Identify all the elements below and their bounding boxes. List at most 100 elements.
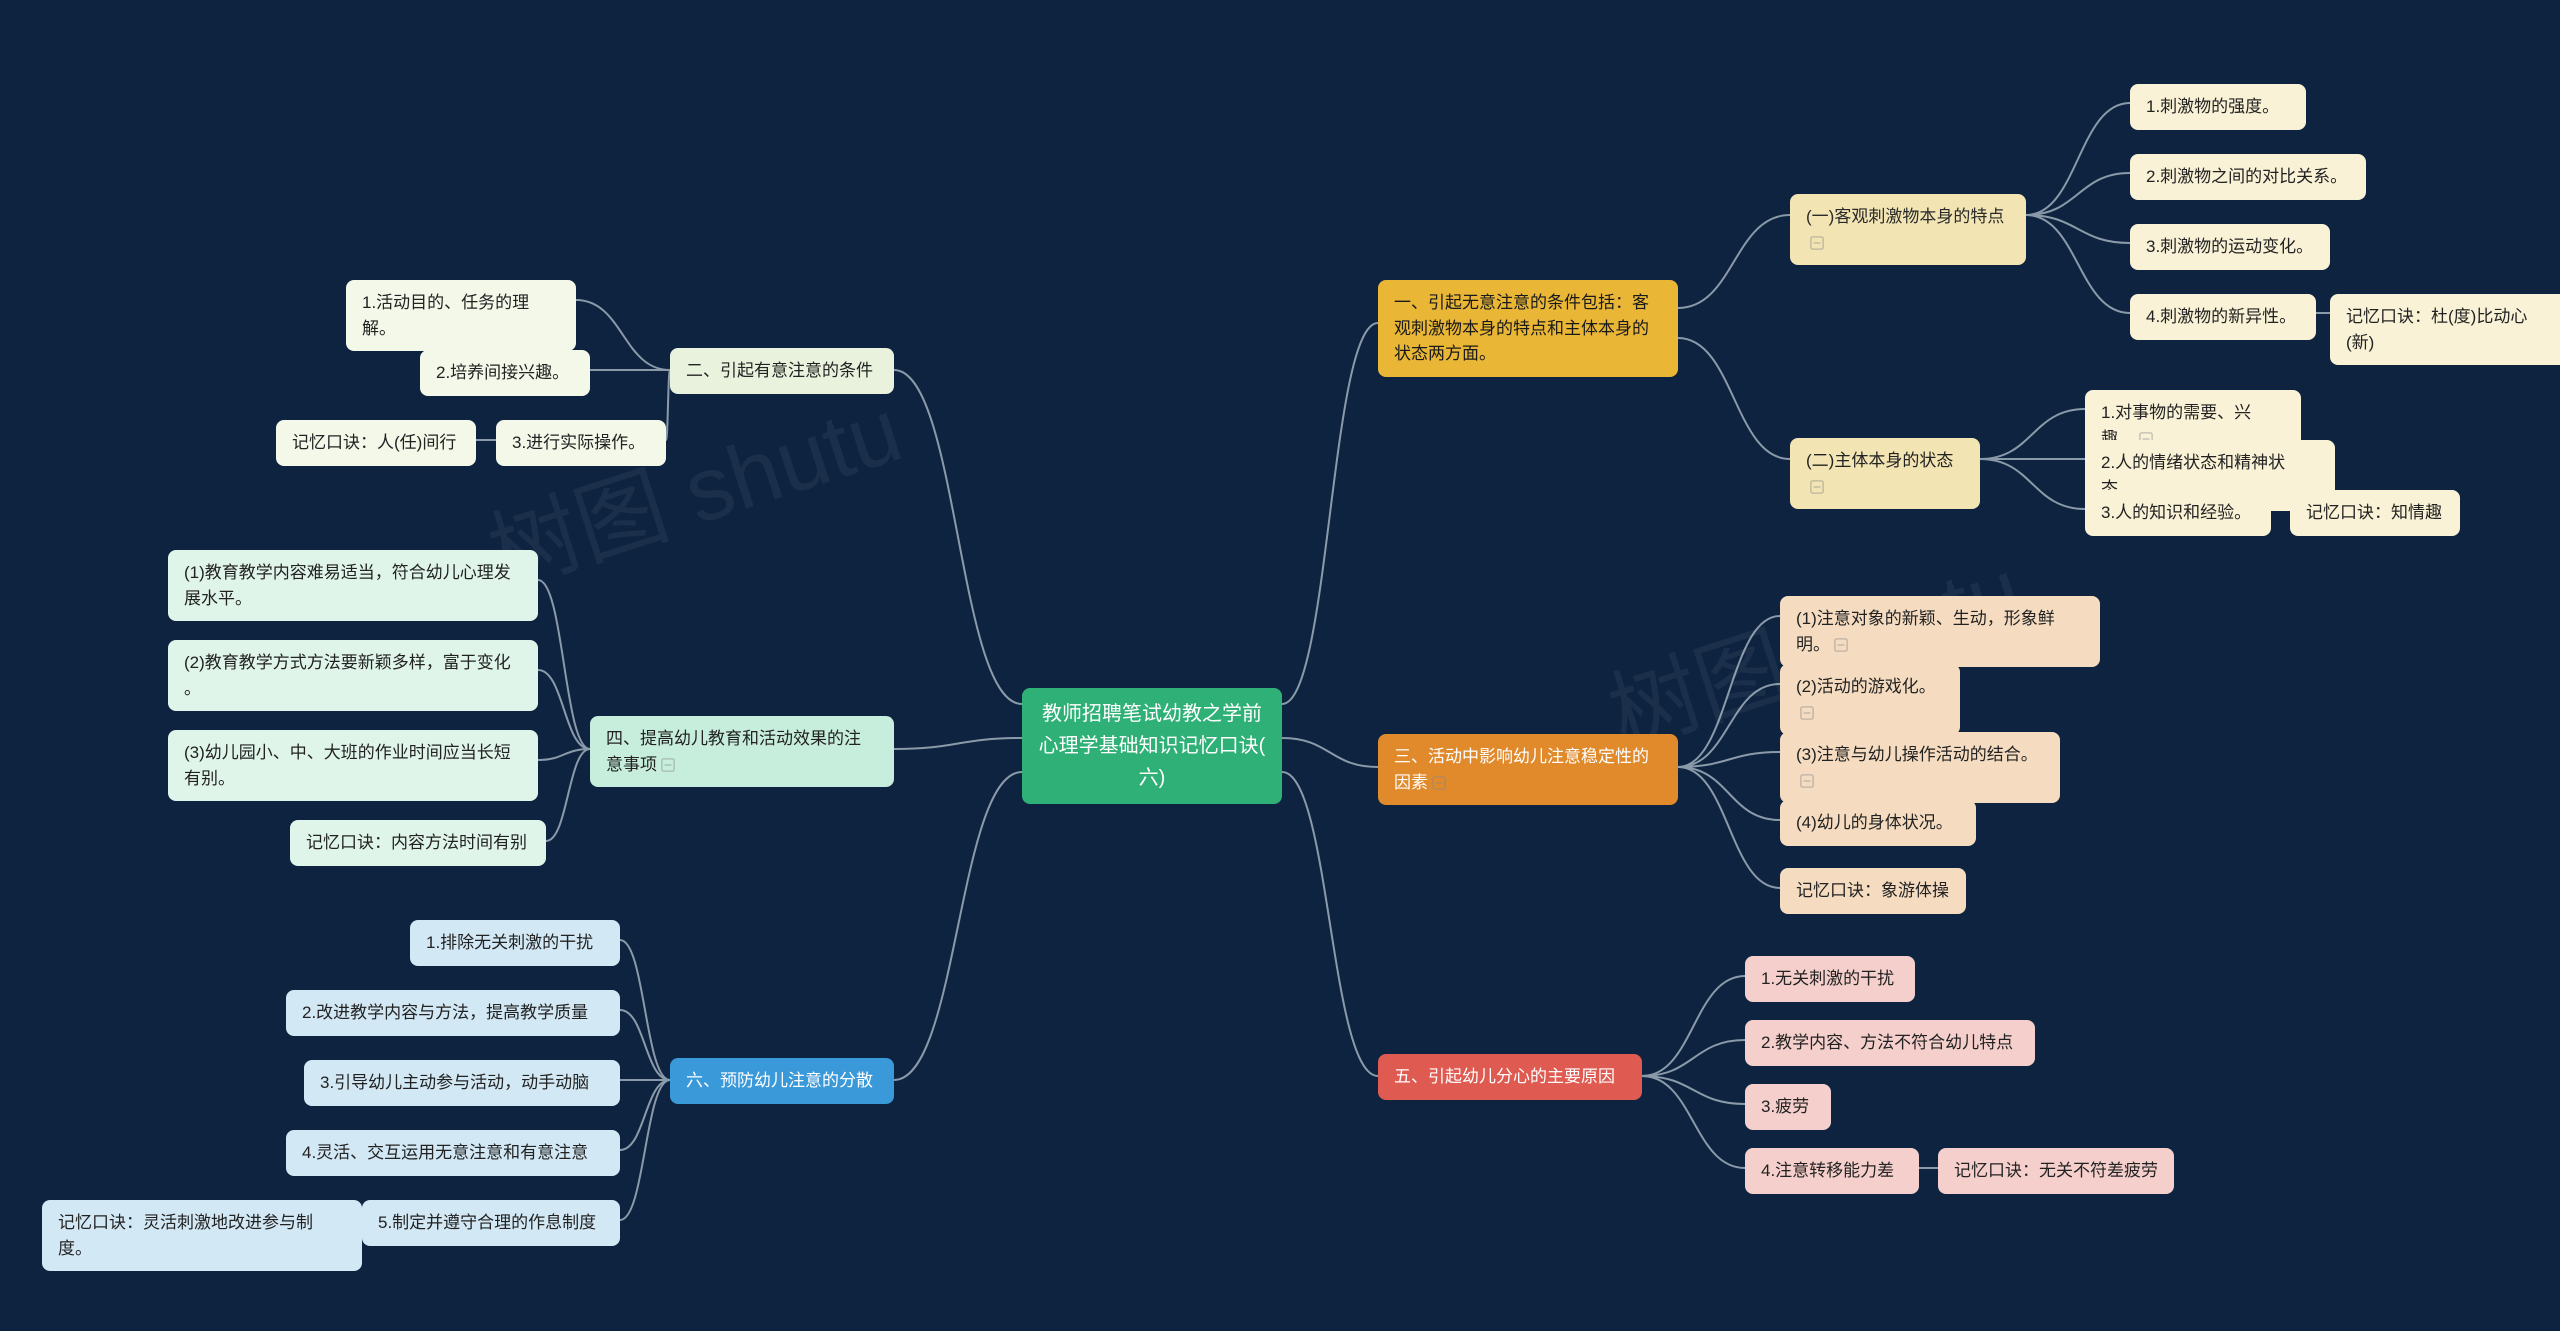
connector	[1642, 1040, 1745, 1076]
node-label: 记忆口诀：灵活刺激地改进参与制度。	[58, 1213, 313, 1258]
mindmap-node-b1a4[interactable]: 4.刺激物的新异性。	[2130, 294, 2316, 340]
expand-icon	[1830, 635, 1848, 654]
node-label: 二、引起有意注意的条件	[686, 361, 873, 380]
node-label: 记忆口诀：知情趣	[2306, 503, 2442, 522]
node-label: (3)幼儿园小、中、大班的作业时间应当长短 有别。	[184, 743, 511, 788]
node-label: 一、引起无意注意的条件包括：客 观刺激物本身的特点和主体本身的 状态两方面。	[1394, 293, 1649, 363]
node-label: 3.进行实际操作。	[512, 433, 645, 452]
connector	[2026, 103, 2130, 215]
node-label: (2)教育教学方式方法要新颖多样，富于变化 。	[184, 653, 511, 698]
mindmap-node-b6c[interactable]: 3.引导幼儿主动参与活动，动手动脑	[304, 1060, 620, 1106]
node-label: 六、预防幼儿注意的分散	[686, 1071, 873, 1090]
mindmap-node-b5d[interactable]: 4.注意转移能力差	[1745, 1148, 1919, 1194]
mindmap-node-b3e[interactable]: 记忆口诀：象游体操	[1780, 868, 1966, 914]
mindmap-node-b5c[interactable]: 3.疲劳	[1745, 1084, 1831, 1130]
mindmap-node-b2[interactable]: 二、引起有意注意的条件	[670, 348, 894, 394]
mindmap-node-b1b[interactable]: (二)主体本身的状态	[1790, 438, 1980, 509]
connector	[576, 300, 670, 370]
mindmap-node-b3[interactable]: 三、活动中影响幼儿注意稳定性的 因素	[1378, 734, 1678, 805]
node-label: 记忆口诀：内容方法时间有别	[306, 833, 527, 852]
mindmap-node-b6b[interactable]: 2.改进教学内容与方法，提高教学质量	[286, 990, 620, 1036]
connector	[1642, 1076, 1745, 1168]
mindmap-node-b4[interactable]: 四、提高幼儿教育和活动效果的注 意事项	[590, 716, 894, 787]
mindmap-node-b4b[interactable]: (2)教育教学方式方法要新颖多样，富于变化 。	[168, 640, 538, 711]
connector	[620, 1080, 670, 1150]
node-label: 4.刺激物的新异性。	[2146, 307, 2296, 326]
mindmap-node-b2b[interactable]: 2.培养间接兴趣。	[420, 350, 590, 396]
mindmap-node-b1a3[interactable]: 3.刺激物的运动变化。	[2130, 224, 2330, 270]
node-label: 4.注意转移能力差	[1761, 1161, 1894, 1180]
mindmap-node-b2c[interactable]: 3.进行实际操作。	[496, 420, 666, 466]
connector	[620, 1080, 670, 1220]
mindmap-node-b5[interactable]: 五、引起幼儿分心的主要原因	[1378, 1054, 1642, 1100]
connector	[1642, 976, 1745, 1076]
connector	[1282, 772, 1378, 1076]
node-label: 记忆口诀：杜(度)比动心(新)	[2346, 307, 2527, 352]
mindmap-node-b4d[interactable]: 记忆口诀：内容方法时间有别	[290, 820, 546, 866]
mindmap-node-b5b[interactable]: 2.教学内容、方法不符合幼儿特点	[1745, 1020, 2035, 1066]
node-label: 2.改进教学内容与方法，提高教学质量	[302, 1003, 588, 1022]
node-label: 3.人的知识和经验。	[2101, 503, 2251, 522]
node-label: (二)主体本身的状态	[1806, 451, 1953, 470]
connector	[538, 749, 590, 760]
mindmap-node-b6e[interactable]: 5.制定并遵守合理的作息制度	[362, 1200, 620, 1246]
mindmap-node-b1a4m[interactable]: 记忆口诀：杜(度)比动心(新)	[2330, 294, 2560, 365]
connector	[1678, 767, 1780, 820]
mindmap-node-b1a1[interactable]: 1.刺激物的强度。	[2130, 84, 2306, 130]
connector	[1980, 459, 2085, 509]
connector	[1642, 1076, 1745, 1104]
mindmap-node-b3a[interactable]: (1)注意对象的新颖、生动，形象鲜明。	[1780, 596, 2100, 667]
node-label: (2)活动的游戏化。	[1796, 677, 1936, 696]
expand-icon	[1806, 233, 1824, 252]
node-label: 2.刺激物之间的对比关系。	[2146, 167, 2347, 186]
connector	[894, 370, 1022, 704]
mindmap-node-b4c[interactable]: (3)幼儿园小、中、大班的作业时间应当长短 有别。	[168, 730, 538, 801]
mindmap-node-b1a2[interactable]: 2.刺激物之间的对比关系。	[2130, 154, 2366, 200]
node-label: 3.引导幼儿主动参与活动，动手动脑	[320, 1073, 589, 1092]
node-label: 3.疲劳	[1761, 1097, 1809, 1116]
mindmap-node-root[interactable]: 教师招聘笔试幼教之学前 心理学基础知识记忆口诀( 六)	[1022, 688, 1282, 804]
mindmap-node-b6[interactable]: 六、预防幼儿注意的分散	[670, 1058, 894, 1104]
node-label: 1.排除无关刺激的干扰	[426, 933, 593, 952]
node-label: 教师招聘笔试幼教之学前 心理学基础知识记忆口诀( 六)	[1039, 703, 1266, 789]
mindmap-node-b3b[interactable]: (2)活动的游戏化。	[1780, 664, 1960, 735]
mindmap-node-b4a[interactable]: (1)教育教学内容难易适当，符合幼儿心理发 展水平。	[168, 550, 538, 621]
node-label: 2.培养间接兴趣。	[436, 363, 569, 382]
connector	[894, 738, 1022, 749]
connector	[2026, 215, 2130, 313]
connector	[1282, 323, 1378, 704]
node-label: 记忆口诀：无关不符差疲劳	[1954, 1161, 2158, 1180]
connector	[2026, 173, 2130, 215]
mindmap-node-b6em[interactable]: 记忆口诀：灵活刺激地改进参与制度。	[42, 1200, 362, 1271]
expand-icon	[1796, 771, 1814, 790]
node-label: 1.无关刺激的干扰	[1761, 969, 1894, 988]
connector	[1678, 752, 1780, 767]
mindmap-node-b2a[interactable]: 1.活动目的、任务的理解。	[346, 280, 576, 351]
node-label: 2.教学内容、方法不符合幼儿特点	[1761, 1033, 2013, 1052]
mindmap-node-b5dm[interactable]: 记忆口诀：无关不符差疲劳	[1938, 1148, 2174, 1194]
node-label: (3)注意与幼儿操作活动的结合。	[1796, 745, 2038, 764]
node-label: 记忆口诀：象游体操	[1796, 881, 1949, 900]
connector	[1678, 767, 1780, 888]
mindmap-node-b3c[interactable]: (3)注意与幼儿操作活动的结合。	[1780, 732, 2060, 803]
node-label: (一)客观刺激物本身的特点	[1806, 207, 2004, 226]
mindmap-node-b1a[interactable]: (一)客观刺激物本身的特点	[1790, 194, 2026, 265]
mindmap-node-b2cm[interactable]: 记忆口诀：人(任)间行	[276, 420, 476, 466]
connector	[1980, 409, 2085, 459]
node-label: (1)教育教学内容难易适当，符合幼儿心理发 展水平。	[184, 563, 511, 608]
mindmap-node-b5a[interactable]: 1.无关刺激的干扰	[1745, 956, 1915, 1002]
node-label: 四、提高幼儿教育和活动效果的注 意事项	[606, 729, 861, 774]
connector	[1678, 215, 1790, 308]
mindmap-node-b1[interactable]: 一、引起无意注意的条件包括：客 观刺激物本身的特点和主体本身的 状态两方面。	[1378, 280, 1678, 377]
connector	[620, 1010, 670, 1080]
expand-icon	[657, 755, 675, 774]
connector	[1282, 738, 1378, 767]
mindmap-node-b3d[interactable]: (4)幼儿的身体状况。	[1780, 800, 1976, 846]
mindmap-node-b1b3m[interactable]: 记忆口诀：知情趣	[2290, 490, 2460, 536]
connector	[1678, 616, 1780, 767]
connector	[538, 670, 590, 749]
mindmap-node-b1b3[interactable]: 3.人的知识和经验。	[2085, 490, 2271, 536]
mindmap-node-b6a[interactable]: 1.排除无关刺激的干扰	[410, 920, 620, 966]
mindmap-node-b6d[interactable]: 4.灵活、交互运用无意注意和有意注意	[286, 1130, 620, 1176]
connector	[546, 749, 590, 841]
